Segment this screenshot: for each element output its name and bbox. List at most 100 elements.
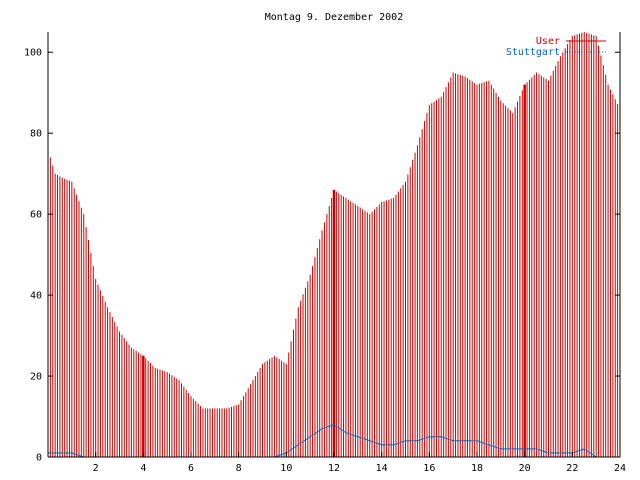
- stuttgart-point: [338, 427, 340, 429]
- stuttgart-point: [331, 424, 333, 426]
- stuttgart-point: [473, 440, 475, 442]
- stuttgart-point: [470, 440, 472, 442]
- stuttgart-point: [358, 436, 360, 438]
- y-tick-label: 60: [30, 210, 42, 221]
- stuttgart-point: [319, 429, 321, 431]
- stuttgart-point: [374, 441, 376, 443]
- stuttgart-point: [449, 439, 451, 441]
- stuttgart-point: [486, 443, 488, 445]
- stuttgart-point: [551, 452, 553, 454]
- stuttgart-point: [65, 452, 67, 454]
- stuttgart-point: [64, 452, 66, 454]
- stuttgart-point: [405, 440, 406, 442]
- stuttgart-point: [407, 440, 409, 442]
- stuttgart-point: [513, 448, 515, 450]
- stuttgart-point: [316, 431, 318, 433]
- stuttgart-point: [492, 445, 494, 447]
- stuttgart-point: [354, 435, 356, 437]
- stuttgart-point: [505, 448, 507, 450]
- stuttgart-point: [317, 430, 319, 432]
- stuttgart-point: [548, 452, 550, 454]
- stuttgart-point: [350, 433, 352, 435]
- stuttgart-point: [76, 454, 78, 456]
- stuttgart-point: [437, 436, 439, 438]
- stuttgart-point: [416, 440, 418, 442]
- stuttgart-point: [366, 439, 368, 441]
- stuttgart-point: [350, 434, 352, 436]
- stuttgart-point: [586, 450, 588, 452]
- stuttgart-point: [479, 441, 481, 443]
- stuttgart-point: [426, 437, 428, 439]
- stuttgart-point: [441, 436, 443, 438]
- stuttgart-point: [50, 452, 52, 454]
- stuttgart-point: [310, 435, 312, 437]
- stuttgart-point: [304, 440, 306, 442]
- stuttgart-point: [306, 438, 308, 440]
- stuttgart-point: [339, 427, 341, 429]
- stuttgart-point: [517, 448, 519, 450]
- highlight-markers: [142, 84, 526, 457]
- stuttgart-point: [540, 449, 542, 451]
- stuttgart-point: [461, 440, 463, 442]
- stuttgart-point: [286, 451, 288, 453]
- stuttgart-point: [526, 448, 528, 450]
- stuttgart-point: [475, 440, 477, 442]
- stuttgart-point: [349, 433, 351, 435]
- stuttgart-point: [491, 445, 493, 447]
- stuttgart-point: [486, 443, 488, 445]
- stuttgart-point: [343, 431, 345, 433]
- x-tick-label: 12: [328, 463, 340, 474]
- stuttgart-point: [537, 448, 539, 450]
- stuttgart-point: [312, 434, 314, 436]
- stuttgart-point: [576, 450, 578, 452]
- stuttgart-point: [359, 437, 361, 439]
- stuttgart-point: [455, 440, 457, 442]
- stuttgart-point: [347, 433, 349, 435]
- stuttgart-point: [315, 432, 317, 434]
- stuttgart-point: [60, 452, 62, 454]
- stuttgart-point: [351, 434, 353, 436]
- stuttgart-point: [417, 440, 419, 442]
- stuttgart-point: [348, 433, 350, 435]
- stuttgart-point: [75, 453, 77, 455]
- stuttgart-point: [326, 426, 328, 428]
- stuttgart-point: [393, 444, 395, 446]
- stuttgart-point: [567, 452, 569, 454]
- stuttgart-point: [551, 452, 553, 454]
- stuttgart-point: [402, 441, 404, 443]
- stuttgart-point: [341, 429, 343, 431]
- stuttgart-point: [374, 442, 376, 444]
- stuttgart-point: [501, 448, 503, 450]
- stuttgart-point: [294, 446, 296, 448]
- stuttgart-point: [276, 455, 278, 457]
- stuttgart-point: [334, 424, 336, 426]
- stuttgart-point: [354, 435, 356, 437]
- stuttgart-point: [509, 448, 511, 450]
- stuttgart-point: [304, 439, 306, 441]
- stuttgart-point: [56, 452, 58, 454]
- stuttgart-point: [312, 434, 314, 436]
- stuttgart-point: [322, 427, 324, 429]
- stuttgart-point: [424, 437, 426, 439]
- stuttgart-point: [456, 440, 458, 442]
- stuttgart-point: [466, 440, 468, 442]
- stuttgart-point: [549, 452, 551, 454]
- stuttgart-point: [364, 438, 366, 440]
- stuttgart-point: [366, 439, 368, 441]
- stuttgart-point: [531, 448, 533, 450]
- stuttgart-point: [394, 443, 396, 445]
- stuttgart-point: [466, 440, 468, 442]
- stuttgart-point: [547, 452, 549, 454]
- stuttgart-point: [503, 448, 505, 450]
- stuttgart-point: [62, 452, 64, 454]
- stuttgart-point: [343, 430, 345, 432]
- stuttgart-point: [539, 449, 541, 451]
- stuttgart-point: [357, 436, 359, 438]
- stuttgart-point: [470, 440, 472, 442]
- stuttgart-point: [48, 452, 50, 454]
- stuttgart-point: [502, 448, 504, 450]
- y-tick-label: 100: [24, 48, 42, 59]
- stuttgart-point: [422, 438, 424, 440]
- stuttgart-point: [410, 440, 412, 442]
